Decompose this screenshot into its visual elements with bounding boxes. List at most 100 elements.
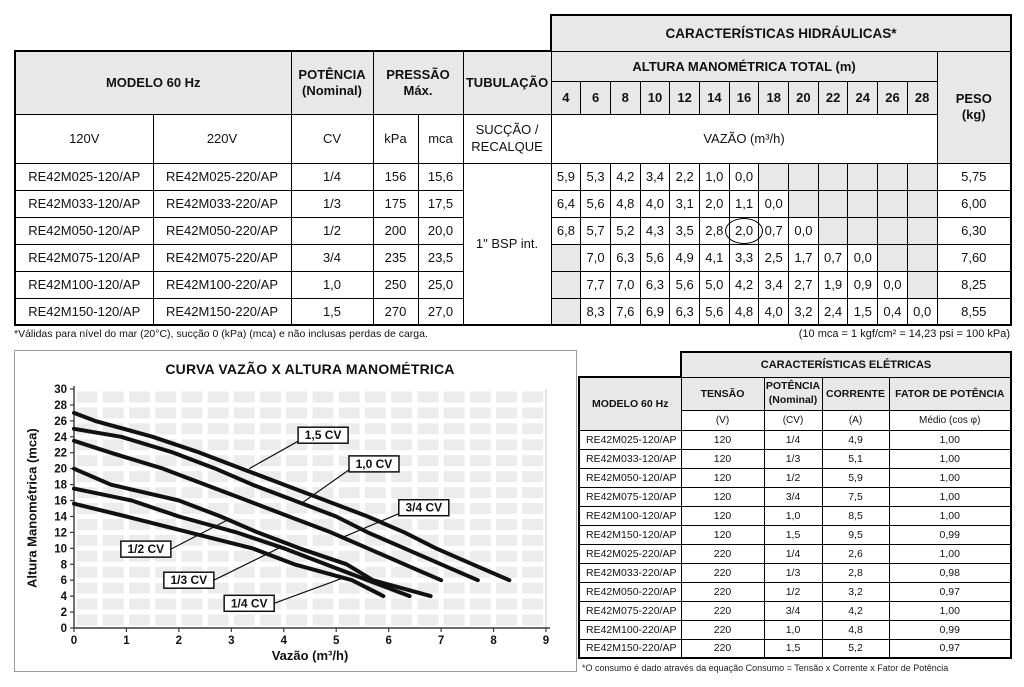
tensao-cell: 120 — [680, 467, 765, 488]
unit-potencia: (CV) — [763, 409, 823, 431]
curve-label-text: 3/4 CV — [405, 501, 442, 515]
model-cell: RE42M075-220/AP — [578, 600, 682, 621]
mca-cell: 23,5 — [417, 243, 464, 272]
col-header-corrente: CORRENTE — [821, 376, 890, 411]
flow-cell: 2,0 — [699, 189, 730, 218]
hydraulic-table-section: CARACTERÍSTICAS HIDRÁULICAS* MODELO 60 H… — [14, 14, 1013, 326]
y-axis-label: Altura Manométrica (mca) — [24, 428, 40, 589]
mca-cell: 17,5 — [417, 189, 464, 218]
head-value-cell: 26 — [877, 80, 908, 115]
tensao-cell: 120 — [680, 429, 765, 450]
model-120-cell: RE42M025-120/AP — [14, 162, 154, 191]
electrical-row: RE42M075-220/AP 220 3/4 4,2 1,00 — [578, 600, 1013, 621]
mca-cell: 15,6 — [417, 162, 464, 191]
electrical-row: RE42M050-120/AP 120 1/2 5,9 1,00 — [578, 467, 1013, 488]
flow-cell — [550, 297, 582, 326]
head-values-row: 4 6 8 10 12 14 16 18 20 22 24 26 28 — [15, 80, 1011, 115]
kpa-cell: 270 — [372, 297, 419, 326]
flow-cell: 7,7 — [580, 270, 611, 299]
callout-leader-line — [213, 547, 279, 581]
y-tick-label: 30 — [54, 384, 67, 396]
tensao-cell: 120 — [680, 505, 765, 526]
model-220-cell: RE42M150-220/AP — [152, 297, 292, 326]
model-cell: RE42M025-220/AP — [578, 543, 682, 564]
fator-cell: 1,00 — [888, 600, 1013, 621]
x-tick-label: 4 — [281, 635, 288, 647]
unit-tensao: (V) — [680, 409, 765, 431]
flow-cell: 7,0 — [609, 270, 641, 299]
peso-cell: 8,25 — [936, 270, 1013, 299]
sub-header-120v: 120V — [14, 113, 154, 164]
potencia-cell: 1,0 — [763, 505, 823, 526]
fator-cell: 0,99 — [888, 619, 1013, 640]
y-tick-label: 8 — [61, 559, 68, 571]
head-value-cell: 4 — [550, 80, 582, 115]
tensao-cell: 120 — [680, 448, 765, 469]
flow-cell: 2,0 — [725, 216, 764, 245]
head-value-cell: 18 — [758, 80, 790, 115]
curve-label-text: 1/3 CV — [171, 573, 208, 587]
flow-cell: 5,6 — [669, 270, 700, 299]
peso-cell: 8,55 — [936, 297, 1013, 326]
cv-cell: 3/4 — [290, 243, 374, 272]
flow-cell: 4,8 — [609, 189, 641, 218]
tensao-cell: 220 — [680, 619, 765, 640]
fator-cell: 1,00 — [888, 486, 1013, 507]
peso-cell: 6,30 — [936, 216, 1013, 245]
flow-cell — [877, 216, 908, 245]
model-220-cell: RE42M025-220/AP — [152, 162, 292, 191]
cv-cell: 1/3 — [290, 189, 374, 218]
flow-cell — [906, 243, 938, 272]
flow-cell: 4,2 — [728, 270, 760, 299]
y-tick-label: 0 — [61, 623, 67, 635]
flow-cell: 4,0 — [758, 297, 790, 326]
model-cell: RE42M033-220/AP — [578, 562, 682, 583]
head-value-cell: 6 — [580, 80, 611, 115]
electrical-table-title: CARACTERÍSTICAS ELÉTRICAS — [679, 351, 1013, 378]
chart-title: CURVA VAZÃO X ALTURA MANOMÉTRICA — [165, 361, 455, 377]
chart-generated-content: 0 1 2 3 4 5 6 7 8 90246810121416182022242628301,5… — [54, 384, 550, 647]
flow-cell: 1,5 — [847, 297, 879, 326]
y-tick-label: 4 — [61, 591, 68, 603]
x-tick-label: 8 — [490, 635, 497, 647]
col-header-tensao: TENSÃO — [680, 376, 765, 411]
flow-cell: 0,0 — [788, 216, 819, 245]
flow-cell: 4,3 — [639, 216, 671, 245]
tensao-cell: 220 — [680, 638, 765, 659]
flow-cell — [877, 162, 908, 191]
corrente-cell: 5,2 — [821, 638, 890, 659]
electrical-row: RE42M100-120/AP 120 1,0 8,5 1,00 — [578, 505, 1013, 526]
fator-cell: 0,98 — [888, 562, 1013, 583]
y-tick-label: 2 — [61, 607, 67, 619]
callout-leader-line — [170, 519, 229, 550]
potencia-cell: 1/3 — [763, 448, 823, 469]
hydraulic-footnote-right: (10 mca = 1 kgf/cm² = 14,23 psi = 100 kP… — [798, 328, 1010, 340]
fator-cell: 1,00 — [888, 505, 1013, 526]
model-120-cell: RE42M075-120/AP — [14, 243, 154, 272]
model-120-cell: RE42M100-120/AP — [14, 270, 154, 299]
fator-cell: 1,00 — [888, 429, 1013, 450]
flow-head-chart: 0 1 2 3 4 5 6 7 8 90246810121416182022242628301,5… — [54, 384, 550, 647]
flow-cell: 6,3 — [669, 297, 700, 326]
flow-cell: 0,7 — [758, 216, 790, 245]
y-tick-label: 24 — [54, 432, 67, 444]
electrical-row: RE42M150-120/AP 120 1,5 9,5 0,99 — [578, 524, 1013, 545]
flow-cell: 2,2 — [669, 162, 700, 191]
flow-cell: 7,6 — [609, 297, 641, 326]
sub-header-mca: mca — [417, 113, 464, 164]
corrente-cell: 8,5 — [821, 505, 890, 526]
flow-cell: 5,6 — [639, 243, 671, 272]
flow-cell: 5,3 — [580, 162, 611, 191]
flow-cell: 4,8 — [728, 297, 760, 326]
electrical-row: RE42M100-220/AP 220 1,0 4,8 0,99 — [578, 619, 1013, 640]
curve-label-box — [398, 498, 450, 517]
potencia-cell: 1,0 — [763, 619, 823, 640]
head-value-cell: 14 — [699, 80, 730, 115]
flow-cell: 0,4 — [877, 297, 908, 326]
flow-cell — [788, 189, 819, 218]
hydraulic-table-title: CARACTERÍSTICAS HIDRÁULICAS* — [550, 14, 1013, 52]
flow-cell: 2,5 — [758, 243, 790, 272]
corrente-cell: 4,2 — [821, 600, 890, 621]
fator-cell: 1,00 — [888, 448, 1013, 469]
curve-label-box — [163, 571, 215, 589]
